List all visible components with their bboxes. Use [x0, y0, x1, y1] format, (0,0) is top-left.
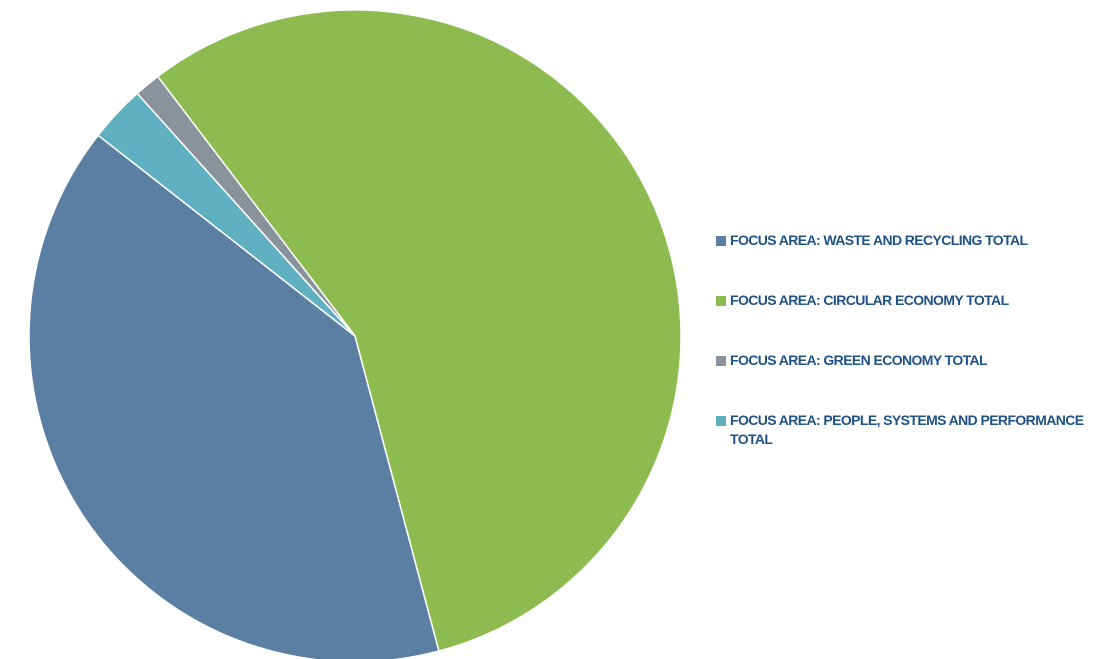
- legend-label-green-economy: FOCUS AREA: GREEN ECONOMY TOTAL: [730, 352, 988, 368]
- legend-swatch-circular-economy: [716, 296, 726, 306]
- legend-item-green-economy: FOCUS AREA: GREEN ECONOMY TOTAL: [716, 351, 1096, 370]
- legend-item-people-systems: FOCUS AREA: PEOPLE, SYSTEMS AND PERFORMA…: [716, 411, 1096, 449]
- chart-legend: FOCUS AREA: WASTE AND RECYCLING TOTAL FO…: [716, 231, 1096, 449]
- legend-label-waste-recycling: FOCUS AREA: WASTE AND RECYCLING TOTAL: [730, 232, 1028, 248]
- pie-slice-3: [97, 92, 356, 337]
- legend-item-waste-recycling: FOCUS AREA: WASTE AND RECYCLING TOTAL: [716, 231, 1096, 250]
- legend-item-circular-economy: FOCUS AREA: CIRCULAR ECONOMY TOTAL: [716, 291, 1096, 310]
- legend-swatch-people-systems: [716, 416, 726, 426]
- pie-slice-0: [28, 134, 440, 659]
- legend-label-circular-economy: FOCUS AREA: CIRCULAR ECONOMY TOTAL: [730, 292, 1009, 308]
- pie-slice-1: [156, 9, 682, 652]
- legend-swatch-waste-recycling: [716, 236, 726, 246]
- legend-label-people-systems: FOCUS AREA: PEOPLE, SYSTEMS AND PERFORMA…: [730, 412, 1084, 447]
- legend-swatch-green-economy: [716, 356, 726, 366]
